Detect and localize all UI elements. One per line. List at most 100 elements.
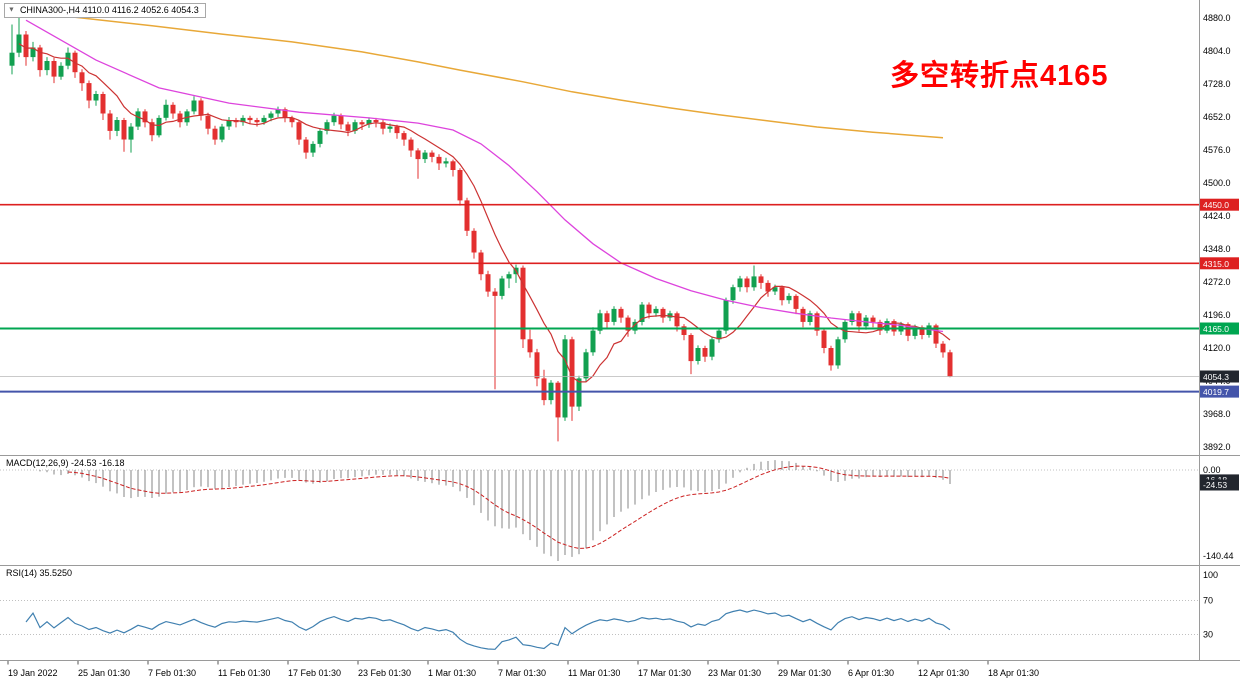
candle-body [310,143,316,153]
price-axis-label: 4880.0 [1203,13,1231,23]
candle-body [702,348,708,357]
candle-body [170,104,176,114]
price-level-badge-label: 4019.7 [1203,387,1229,397]
candle-body [226,120,232,127]
time-axis-label: 23 Mar 01:30 [708,668,761,678]
candle-body [142,111,148,123]
candle-body [562,339,568,418]
candle-body [555,382,561,418]
time-axis-label: 11 Mar 01:30 [568,668,620,678]
price-level-badge [1200,370,1239,383]
candle-body [352,122,358,131]
candle-body [849,313,855,322]
candle-body [289,117,295,123]
candle-body [723,300,729,331]
candle-body [891,321,897,332]
candle-body [835,339,841,366]
candle-body [219,126,225,140]
candle-body [9,52,15,66]
macd-axis-label: -140.44 [1203,551,1234,561]
time-axis-label: 17 Mar 01:30 [638,668,691,678]
candle-body [394,126,400,134]
candle-body [331,115,337,123]
price-level-badge-label: 4450.0 [1203,200,1229,210]
candle-body [198,100,204,116]
candle-body [163,104,169,118]
candle-body [758,276,764,283]
ma-fast-line [18,43,951,383]
candle-body [471,230,477,253]
candle-body [807,313,813,322]
candle-body [317,130,323,144]
candle-body [450,161,456,170]
price-axis-label: 4120.0 [1203,343,1231,353]
candle-body [373,120,379,123]
time-axis[interactable] [0,661,1199,692]
candle-body [338,115,344,125]
candle-body [191,100,197,112]
candle-body [485,274,491,292]
candle-body [107,113,113,131]
candle-body [926,325,932,335]
candle-body [324,122,330,131]
candle-body [947,352,953,377]
price-axis-label: 4652.0 [1203,112,1231,122]
price-axis-label: 4348.0 [1203,244,1231,254]
candle-body [541,378,547,401]
candle-body [793,295,799,309]
candle-body [345,124,351,131]
candle-body [240,117,246,123]
price-axis-label: 3892.0 [1203,442,1231,452]
candle-body [737,278,743,288]
candle-body [786,295,792,301]
price-axis-label: 4196.0 [1203,310,1231,320]
macd-axis-label: 0.00 [1203,465,1221,475]
candle-body [205,115,211,129]
time-axis-label: 7 Mar 01:30 [498,668,546,678]
price-axis[interactable] [1200,0,1240,660]
candle-body [912,327,918,336]
candle-body [730,287,736,301]
candle-body [520,267,526,340]
time-axis-label: 19 Jan 2022 [8,668,58,678]
price-level-badge-label: 4054.3 [1203,372,1229,382]
ma-mid-line [25,19,944,333]
candle-body [156,117,162,136]
annotation-text: 多空转折点4165 [890,60,1109,92]
candle-body [597,313,603,331]
candle-body [275,109,281,114]
candle-body [905,324,911,336]
candle-body [681,326,687,335]
candle-body [261,117,267,123]
candle-body [247,117,253,121]
candle-body [856,313,862,327]
symbol-info-box[interactable]: ▼ CHINA300-,H4 4110.0 4116.2 4052.6 4054… [4,3,206,18]
candle-body [408,139,414,151]
candle-body [254,120,260,123]
candle-body [779,287,785,301]
candle-body [464,200,470,231]
candle-body [646,304,652,314]
candle-body [149,122,155,136]
candle-body [709,339,715,357]
price-axis-label: 3968.0 [1203,409,1231,419]
candle-body [359,122,365,125]
candle-body [884,321,890,331]
candle-body [86,83,92,101]
candle-body [919,327,925,335]
collapse-triangle-icon[interactable]: ▼ [8,6,15,14]
candle-body [65,52,71,66]
candle-body [212,128,218,140]
macd-value-badge-label: -24.53 [1203,480,1227,490]
price-axis-label: 4500.0 [1203,178,1231,188]
macd-value-badge [1200,479,1239,491]
candle-body [632,321,638,331]
candle-body [58,65,64,77]
price-axis-label: 4576.0 [1203,145,1231,155]
candle-body [30,47,36,58]
candle-body [296,122,302,140]
macd-signal-line [67,465,951,549]
candle-body [79,72,85,84]
